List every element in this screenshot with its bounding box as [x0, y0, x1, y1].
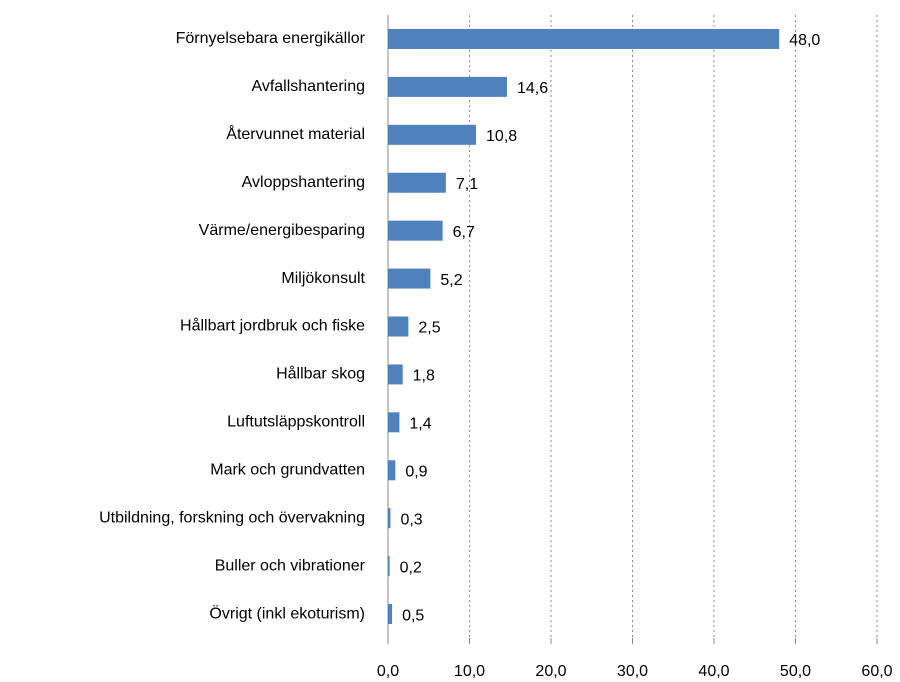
value-label: 7,1: [456, 176, 478, 193]
bar: [388, 508, 391, 529]
y-tick-label: Avloppshantering: [242, 174, 365, 191]
bar: [388, 124, 477, 145]
y-tick-label: Förnyelsebara energikällor: [176, 30, 366, 47]
y-tick-label: Mark och grundvatten: [210, 461, 365, 478]
bar: [388, 172, 446, 193]
y-tick-label: Övrigt (inkl ekoturism): [209, 604, 365, 622]
y-tick-label: Luftutsläppskontroll: [227, 414, 365, 431]
value-label: 14,6: [517, 80, 548, 97]
y-tick-label: Avfallshantering: [251, 78, 365, 95]
bar: [388, 220, 443, 241]
value-label: 0,5: [402, 607, 424, 624]
x-tick-label: 60,0: [861, 663, 892, 680]
y-tick-label: Buller och vibrationer: [215, 557, 366, 574]
value-label: 0,2: [400, 559, 422, 576]
y-tick-label: Miljökonsult: [281, 270, 365, 287]
y-tick-label: Värme/energibesparing: [199, 222, 365, 239]
bar: [388, 604, 393, 625]
bar: [388, 412, 400, 433]
value-label: 1,8: [413, 368, 435, 385]
x-tick-label: 30,0: [617, 663, 648, 680]
bar: [388, 556, 390, 577]
x-tick-label: 40,0: [698, 663, 729, 680]
value-label: 6,7: [453, 224, 475, 241]
y-tick-label: Återvunnet material: [226, 124, 365, 143]
y-tick-label: Hållbart jordbruk och fiske: [180, 317, 365, 335]
value-label: 10,8: [486, 128, 517, 145]
x-tick-label: 50,0: [780, 663, 811, 680]
value-label: 48,0: [789, 32, 820, 49]
value-label: 1,4: [409, 416, 431, 433]
value-label: 5,2: [440, 272, 462, 289]
y-tick-label: Utbildning, forskning och övervakning: [99, 509, 365, 526]
value-label: 0,9: [405, 463, 427, 480]
bar: [388, 316, 409, 337]
x-tick-label: 10,0: [454, 663, 485, 680]
value-label: 0,3: [400, 511, 422, 528]
bar: [388, 76, 507, 97]
value-label: 2,5: [418, 320, 440, 337]
x-tick-label: 20,0: [535, 663, 566, 680]
x-tick-label: 0,0: [377, 663, 399, 680]
y-tick-label: Hållbar skog: [276, 365, 365, 383]
bar: [388, 364, 403, 385]
bar: [388, 460, 396, 481]
bar: [388, 268, 431, 289]
bar: [388, 28, 780, 49]
